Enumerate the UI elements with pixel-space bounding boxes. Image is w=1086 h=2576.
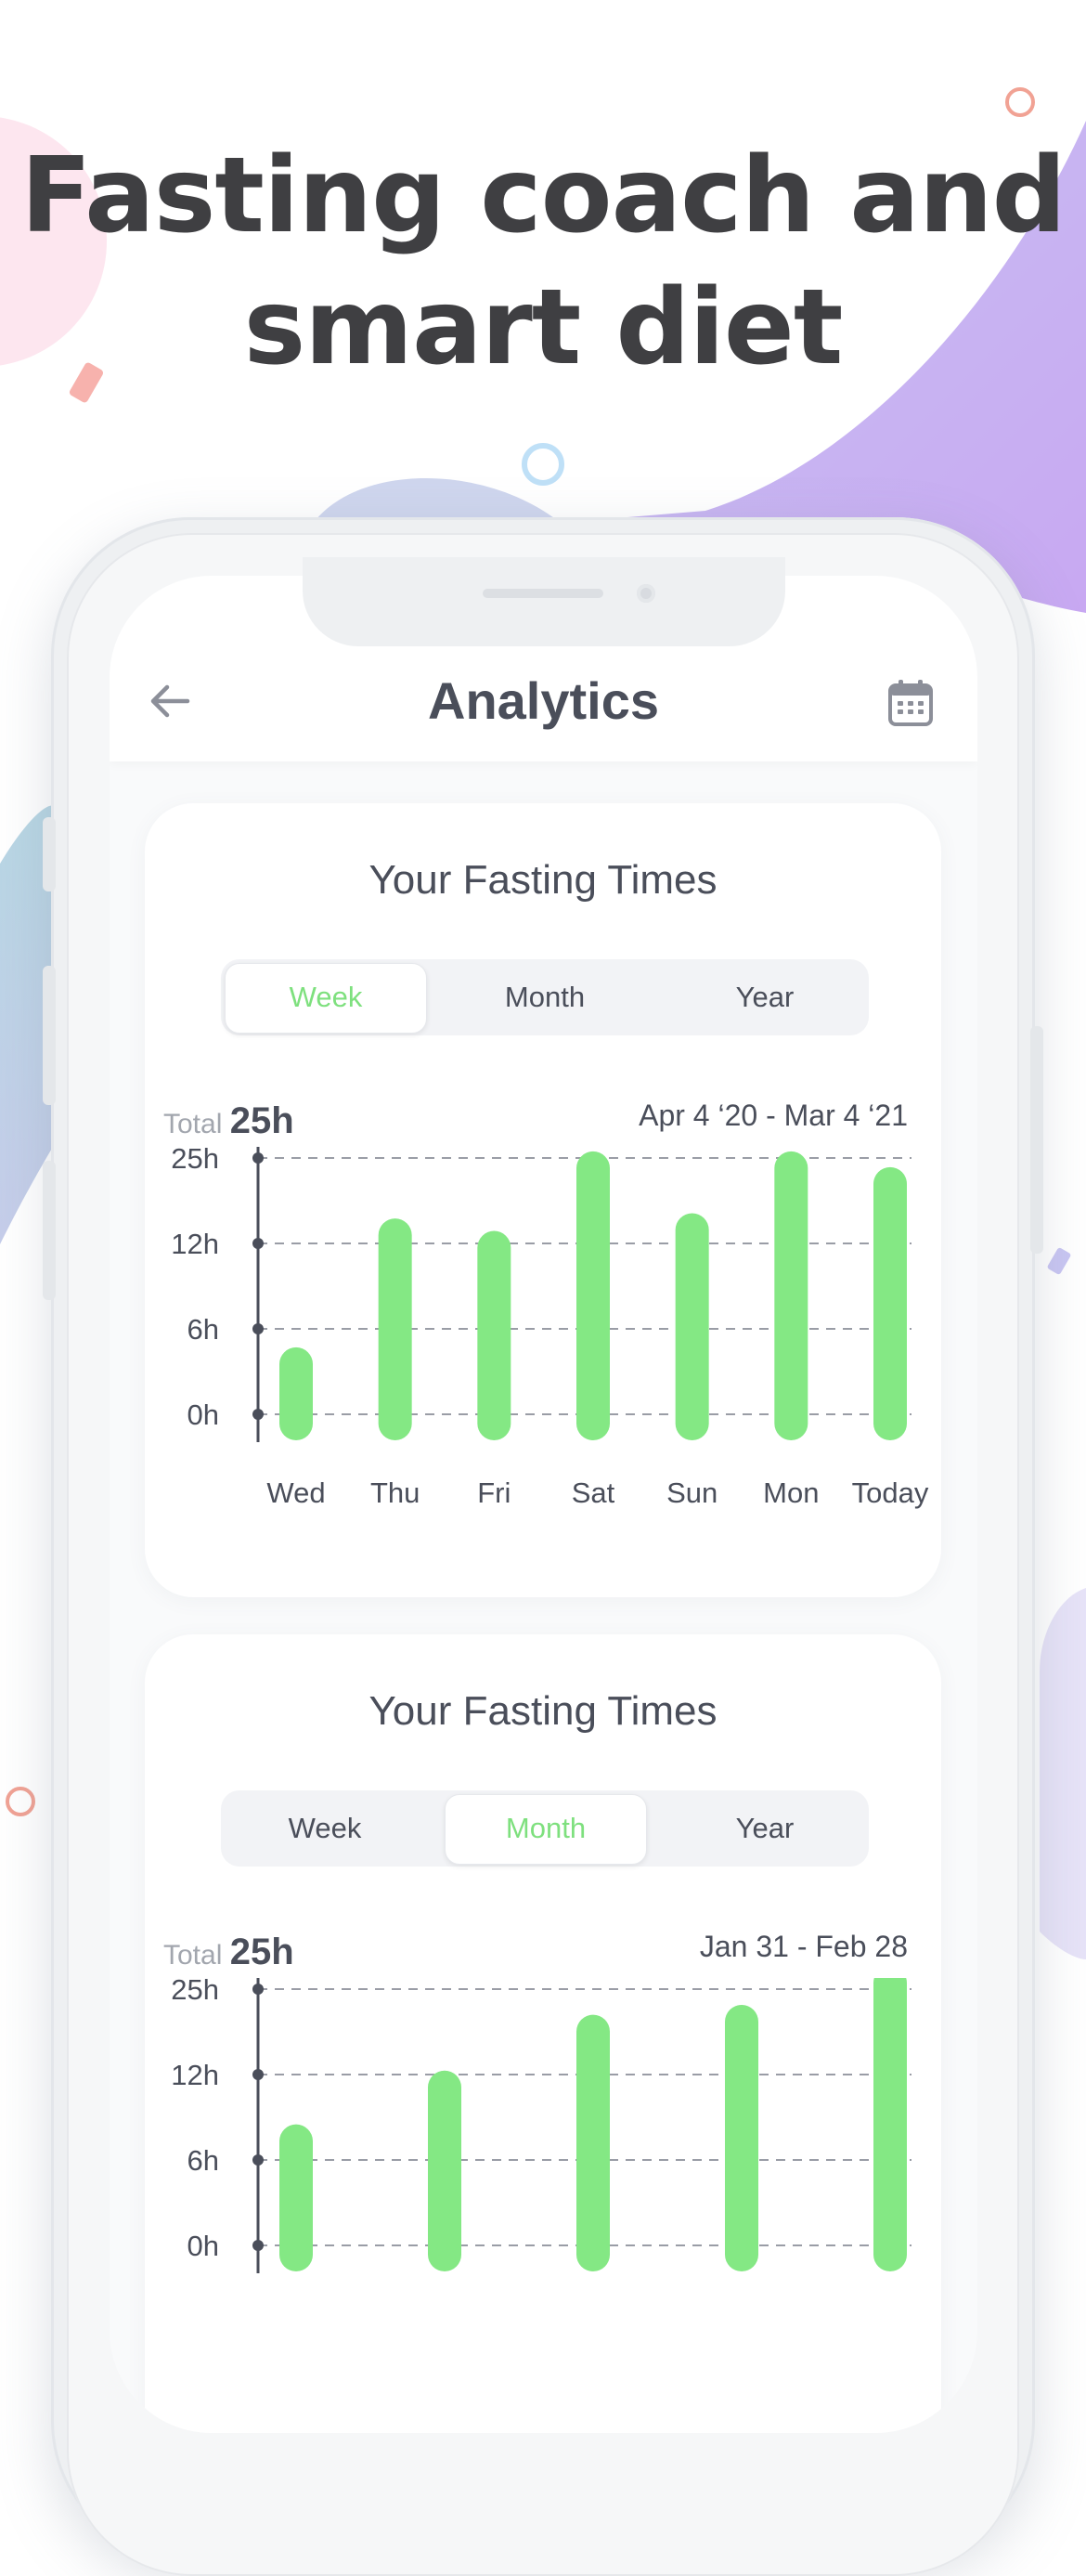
phone-side-button-1 <box>43 817 56 891</box>
tab-month[interactable]: Month <box>445 1794 647 1865</box>
total-summary: Total 25h <box>163 1932 294 1973</box>
card-title: Your Fasting Times <box>368 857 718 903</box>
y-tick-dot <box>252 2069 264 2080</box>
date-range: Apr 4 ‘20 - Mar 4 ‘21 <box>639 1099 908 1132</box>
phone-side-button-3 <box>43 1161 56 1300</box>
y-tick-dot <box>252 1323 264 1334</box>
coral-diamond <box>69 362 104 403</box>
x-tick-label: Today <box>852 1477 929 1509</box>
total-value: 25h <box>229 1932 294 1972</box>
y-tick-label: 12h <box>171 1228 219 1260</box>
tab-month[interactable]: Month <box>504 981 586 1013</box>
background-decoration <box>0 87 1086 1959</box>
x-tick-label: Sun <box>666 1477 718 1509</box>
orange-ring-left <box>6 1787 35 1816</box>
tab-year[interactable]: Year <box>735 981 795 1013</box>
tab-week[interactable]: Week <box>225 963 427 1034</box>
blue-ring <box>522 443 564 486</box>
y-tick-label: 0h <box>187 1399 219 1431</box>
back-button[interactable] <box>147 678 193 724</box>
y-tick-label: 25h <box>171 1978 219 2006</box>
arrow-left-icon <box>150 684 190 718</box>
period-segmented-control: Week Month Year <box>221 959 869 1035</box>
total-summary: Total 25h <box>163 1100 294 1142</box>
bar[interactable] <box>279 2124 313 2271</box>
headline-line-1: Fasting coach and <box>20 136 1067 256</box>
total-label: Total <box>163 1109 223 1139</box>
y-tick-dot <box>252 1409 264 1420</box>
fasting-times-card-month: Your Fasting Times Week Month Year Total… <box>145 1634 941 2433</box>
phone-screen: Analytics Your Fasting Times Week Month … <box>110 576 977 2433</box>
calendar-button[interactable] <box>887 678 934 728</box>
y-tick-label: 0h <box>187 2230 219 2262</box>
phone-power-button <box>1030 1026 1043 1254</box>
y-tick-dot <box>252 1984 264 1995</box>
x-tick-label: Fri <box>477 1477 511 1509</box>
page-title: Analytics <box>428 671 659 730</box>
bar[interactable] <box>774 1151 808 1440</box>
blue-wave <box>316 478 557 520</box>
fasting-times-card-week: Your Fasting Times Week Month Year Total… <box>145 803 941 1597</box>
phone-camera <box>637 584 655 603</box>
date-range: Jan 31 - Feb 28 <box>699 1930 908 1963</box>
fasting-bar-chart-week: 0h 6h 12h 25h Wed Thu Fri Sat Sun Mon Today <box>171 1147 929 1509</box>
y-tick-dot <box>252 2154 264 2166</box>
teal-wave <box>0 805 56 1244</box>
total-value: 25h <box>229 1100 294 1141</box>
bar[interactable] <box>675 1213 709 1440</box>
phone-speaker <box>483 589 603 598</box>
bar[interactable] <box>378 1218 412 1440</box>
nav-bar: Analytics <box>110 576 977 761</box>
y-tick-label: 25h <box>171 1147 219 1175</box>
y-tick-label: 6h <box>187 2144 219 2177</box>
bar[interactable] <box>725 2004 758 2271</box>
total-label: Total <box>163 1940 223 1971</box>
pink-blob <box>0 117 107 366</box>
phone-notch <box>303 557 785 646</box>
x-tick-label: Sat <box>572 1477 615 1509</box>
tab-year[interactable]: Year <box>735 1812 795 1844</box>
x-tick-label: Wed <box>266 1477 325 1509</box>
phone-side-button-2 <box>43 966 56 1105</box>
y-tick-label: 6h <box>187 1313 219 1346</box>
bar[interactable] <box>576 1151 610 1440</box>
purple-wave <box>594 121 1086 613</box>
y-tick-dot <box>252 2240 264 2251</box>
calendar-icon <box>888 680 933 726</box>
period-segmented-control: Week Month Year <box>221 1790 869 1867</box>
headline: Fasting coach and smart diet <box>0 130 1086 394</box>
violet-diamond <box>1047 1247 1071 1275</box>
y-tick-dot <box>252 1152 264 1164</box>
y-tick-dot <box>252 1238 264 1249</box>
tab-week[interactable]: Week <box>288 1812 362 1844</box>
bar[interactable] <box>428 2070 461 2271</box>
card-title: Your Fasting Times <box>368 1688 718 1734</box>
fasting-bar-chart-month: 0h 6h 12h 25h <box>171 1978 911 2273</box>
y-tick-label: 12h <box>171 2059 219 2091</box>
bar[interactable] <box>873 1166 907 1440</box>
x-tick-label: Mon <box>763 1477 819 1509</box>
x-tick-label: Thu <box>370 1477 420 1509</box>
bar[interactable] <box>576 2014 610 2271</box>
bar[interactable] <box>477 1230 511 1440</box>
headline-line-2: smart diet <box>243 267 844 388</box>
bar[interactable] <box>873 1978 907 2271</box>
bar[interactable] <box>279 1347 313 1440</box>
lavender-wave <box>1040 1588 1086 1959</box>
orange-ring-top <box>1005 87 1035 117</box>
